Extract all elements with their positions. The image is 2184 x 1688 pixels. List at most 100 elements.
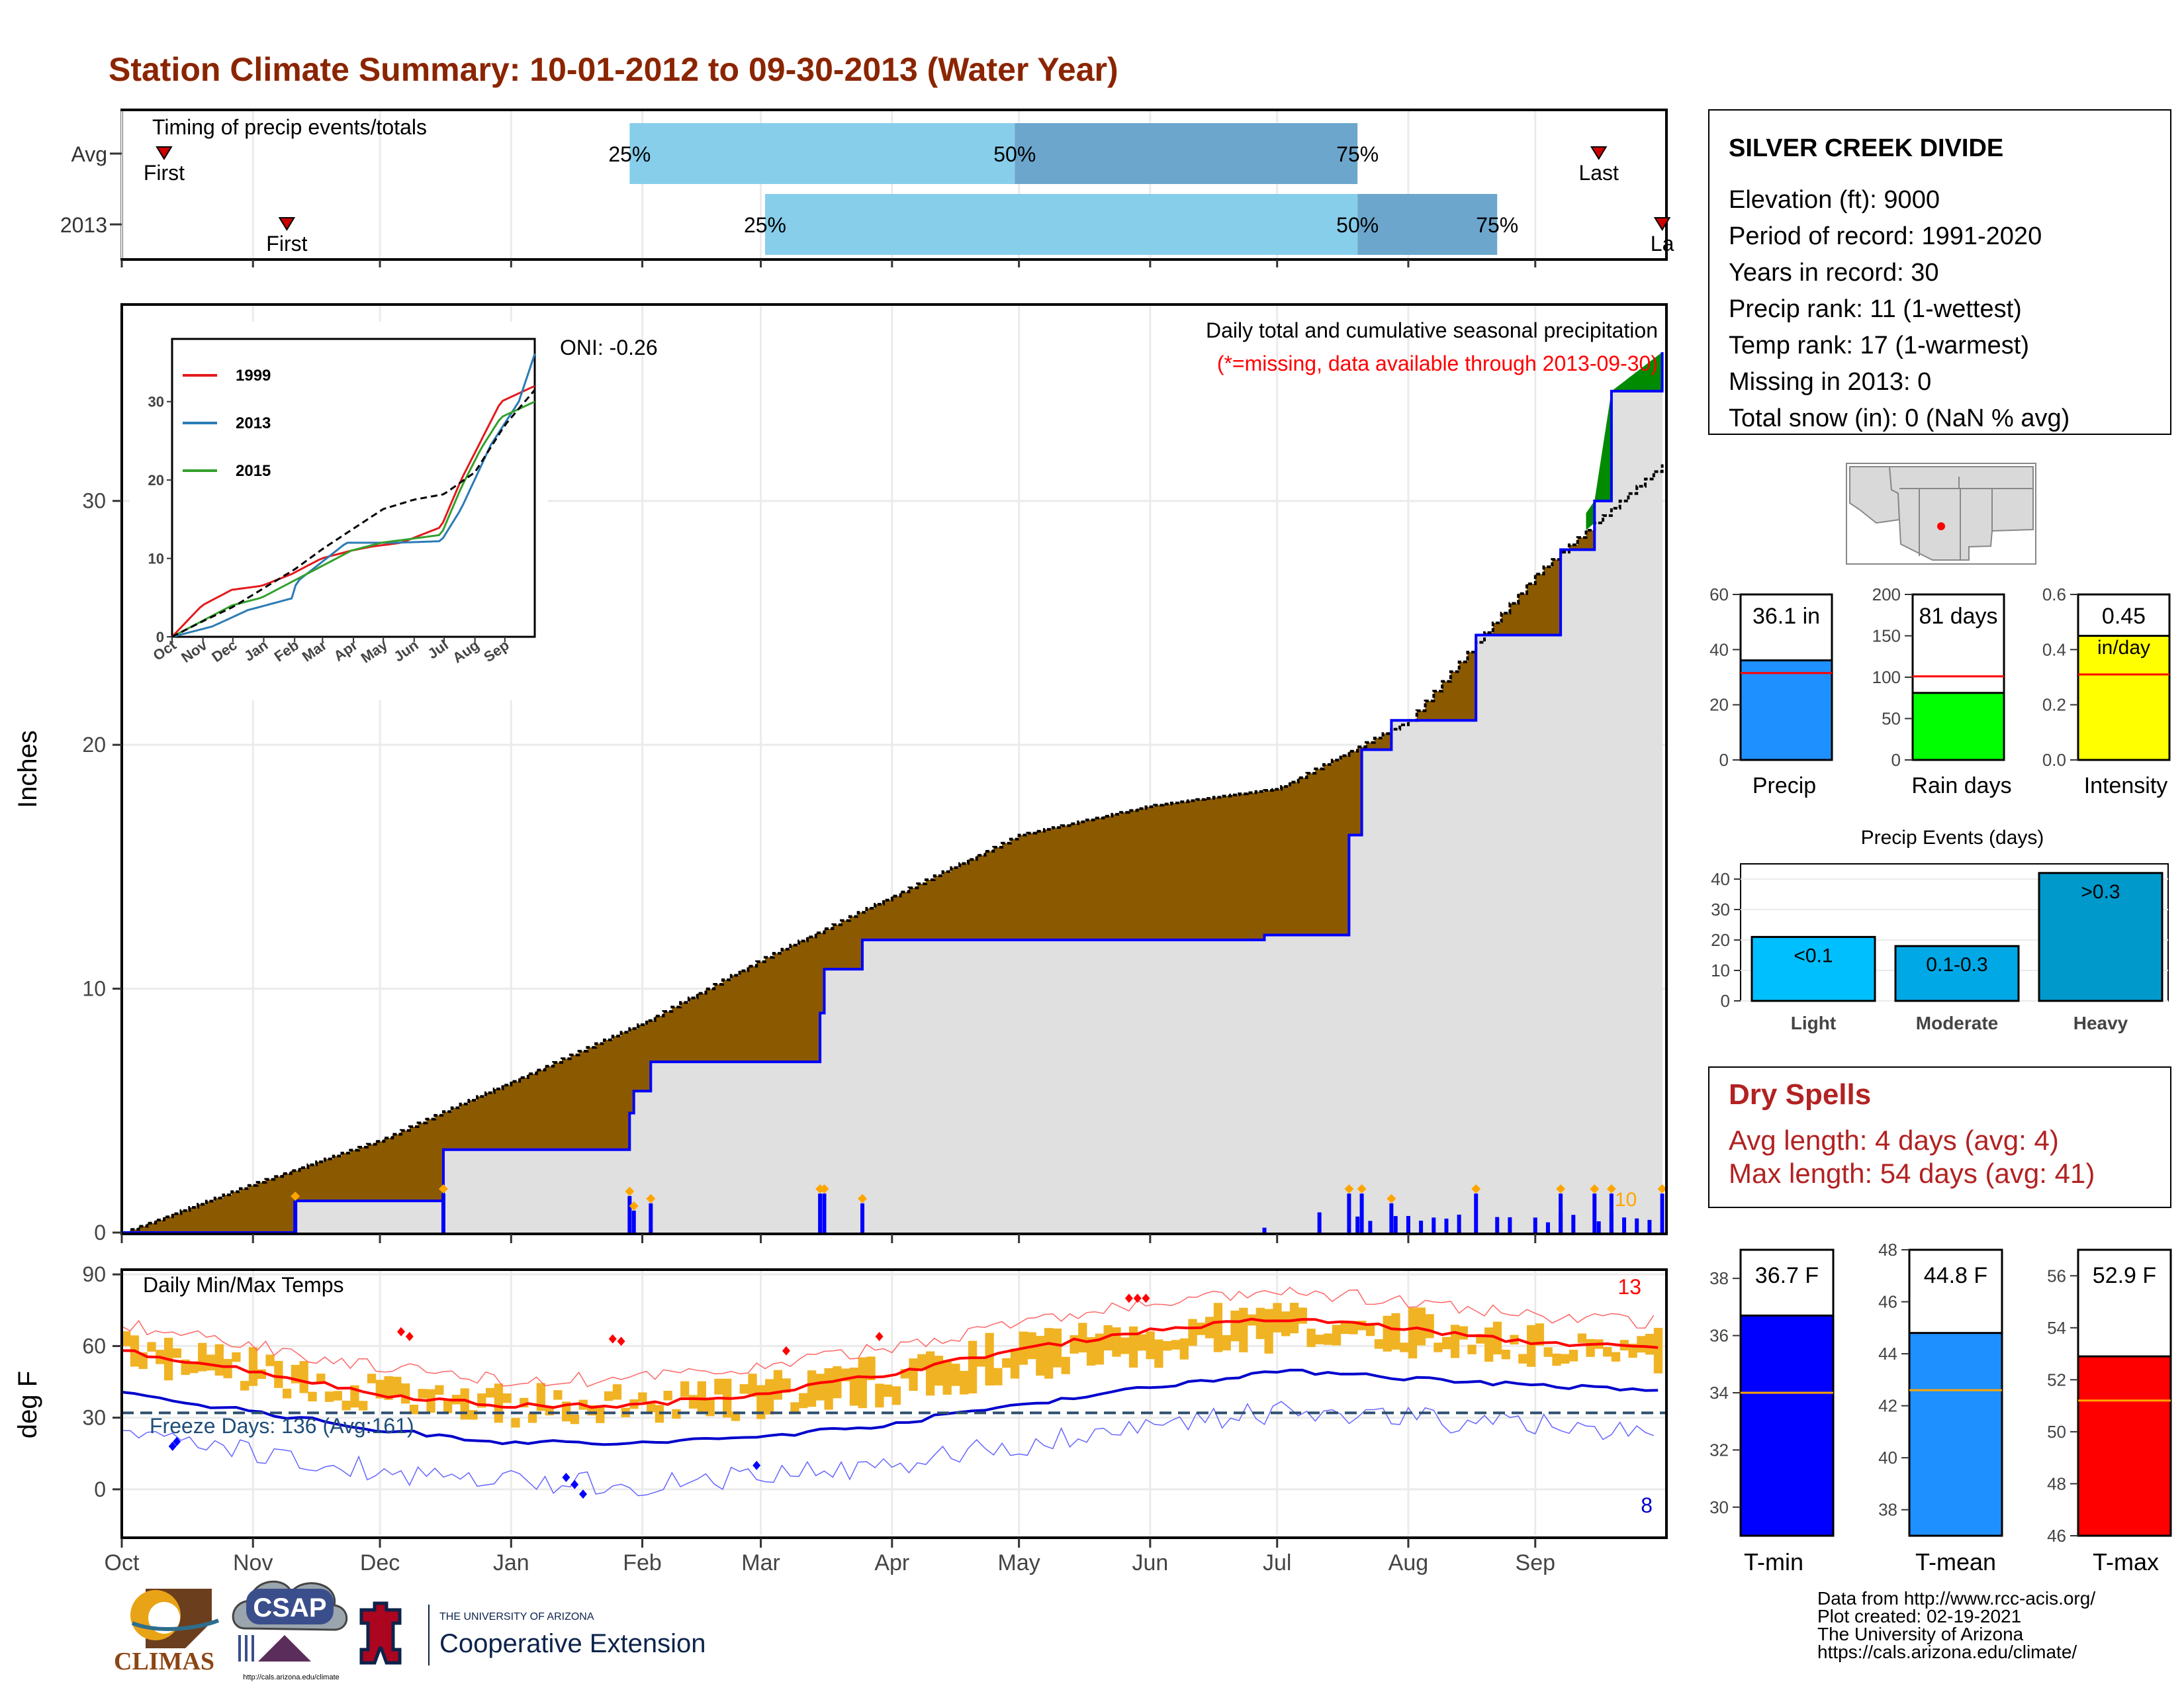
last-event-marker [1590,146,1608,160]
daily-precip-bar [1389,1203,1394,1233]
daily-precip-bar [1596,1221,1601,1233]
first-event-marker [156,146,173,160]
daily-temp-range-bar [1179,1338,1189,1360]
daily-temp-range-bar [1103,1325,1113,1351]
summary-tick-label: 0.6 [2042,585,2066,604]
temp-ytick-label: 0 [94,1477,106,1501]
month-label: Aug [1388,1550,1429,1575]
daily-temp-range-bar [925,1351,935,1396]
timing-panel: 25% 50% 75% First Last 25% 50% 75% First La Timin… [60,109,1674,267]
daily-temp-range-bar [697,1381,706,1414]
temp-ytick-label: 90 [82,1262,106,1286]
daily-temp-range-bar [909,1358,918,1391]
daily-temp-range-bar [815,1374,825,1401]
daily-temp-range-bar [1205,1317,1214,1338]
summary-tick-label: 40 [1709,639,1729,659]
ua-big-text: Cooperative Extension [439,1629,705,1658]
daily-temp-range-bar [401,1383,410,1404]
inset-legend-label: 1999 [236,367,271,385]
station-line: Precip rank: 11 (1-wettest) [1729,295,2022,323]
summary-tick-label: 0.0 [2042,750,2066,770]
temp-summary-tick-label: 54 [2047,1318,2066,1338]
precip-event-bar-label: 0.1-0.3 [1926,954,1987,976]
daily-temp-range-bar [282,1388,292,1399]
daily-temp-range-bar [596,1405,605,1423]
precip-ytick-label: 30 [82,489,106,513]
daily-temp-range-bar [612,1384,622,1400]
inset-series-line [171,353,536,638]
temp-summary-bar [1739,1314,1835,1537]
dry-spells-max: Max length: 54 days (avg: 41) [1729,1158,2095,1189]
daily-temp-range-bar [502,1393,512,1403]
observed-cumulative-area [122,352,1662,1233]
daily-precip-bar [1622,1217,1627,1233]
daily-temp-range-bar [1289,1303,1299,1334]
daily-temp-range-bar [866,1356,876,1380]
temp-summary-value: 36.7 F [1755,1263,1819,1288]
summary-bar [2077,635,2171,761]
temp-summary-label: T-min [1744,1548,1803,1575]
daily-temp-range-bar [1273,1303,1282,1333]
daily-temp-range-bar [1010,1348,1020,1379]
heavy-event-marker [291,1192,300,1201]
daily-temp-range-bar [1052,1329,1062,1368]
timing-pct-label: 50% [1336,213,1379,237]
daily-temp-range-bar [858,1357,867,1409]
daily-temp-range-bar [527,1413,537,1423]
locator-map [1846,463,2036,565]
heavy-event-marker [1387,1194,1396,1203]
summary-tick-label: 200 [1872,585,1901,604]
daily-temp-range-bar [942,1360,952,1395]
daily-temp-range-bar [1484,1327,1494,1362]
daily-temp-range-bar [680,1381,690,1397]
daily-precip-bar [1419,1221,1424,1233]
heavy-event-marker [858,1194,868,1203]
daily-temp-range-bar [274,1360,283,1388]
summary-tick-label: 0 [1891,750,1901,770]
daily-temp-range-bar [714,1378,723,1395]
daily-precip-bar [1495,1217,1500,1233]
precip-event-category: Light [1791,1013,1836,1033]
daily-temp-range-bar [469,1410,478,1420]
precip-event-bar-label: >0.3 [2081,881,2120,903]
temp-summary-tick-label: 32 [1709,1440,1729,1460]
daily-temp-range-bar [1306,1329,1316,1347]
tmax-avg-line [121,1317,1659,1409]
daily-temp-range-bar [1450,1325,1460,1358]
daily-temp-range-bar [807,1370,817,1407]
temp-summary-tick-label: 42 [1878,1396,1897,1416]
precip-event-bar [1894,945,2020,1002]
daily-temp-range-bar [1222,1335,1231,1351]
station-line: Period of record: 1991-2020 [1729,222,2042,250]
month-label: Sep [1516,1550,1556,1575]
daily-temp-range-bar [1137,1334,1146,1351]
dry-spells-avg: Avg length: 4 days (avg: 4) [1729,1125,2059,1156]
csap-logo: CSAP http://cals.arizona.edu/climate [232,1580,348,1681]
precip-subtitle: Daily total and cumulative seasonal prec… [1206,318,1658,342]
daily-temp-range-bar [1543,1347,1553,1357]
record-low-marker [173,1436,181,1446]
daily-temp-range-bar [1340,1321,1349,1335]
daily-temp-range-bar [1002,1358,1011,1368]
daily-precip-bar [1368,1221,1373,1233]
tmax-record-line [121,1286,1655,1387]
temp-summary-tick-label: 44 [1878,1344,1897,1364]
tmin-extreme-count: 8 [1641,1493,1653,1517]
daily-precip-bar [1533,1217,1537,1233]
daily-temp-range-bar [223,1358,232,1379]
daily-temp-range-bar [646,1403,656,1413]
daily-temp-range-bar [1365,1323,1375,1336]
daily-temp-range-bar [1298,1307,1307,1324]
month-label: May [998,1550,1040,1575]
temp-summary-value: 52.9 F [2093,1263,2156,1288]
record-high-marker [608,1334,617,1344]
heavy-event-marker [1606,1184,1616,1194]
daily-precip-bar [441,1194,445,1233]
page-title: Station Climate Summary: 10-01-2012 to 0… [109,51,1118,88]
daily-precip-bar [1406,1215,1410,1233]
inset-series-line [171,389,536,638]
daily-precip-bar [1508,1217,1512,1233]
daily-temp-range-bar [764,1379,774,1415]
heavy-event-marker [438,1184,448,1194]
